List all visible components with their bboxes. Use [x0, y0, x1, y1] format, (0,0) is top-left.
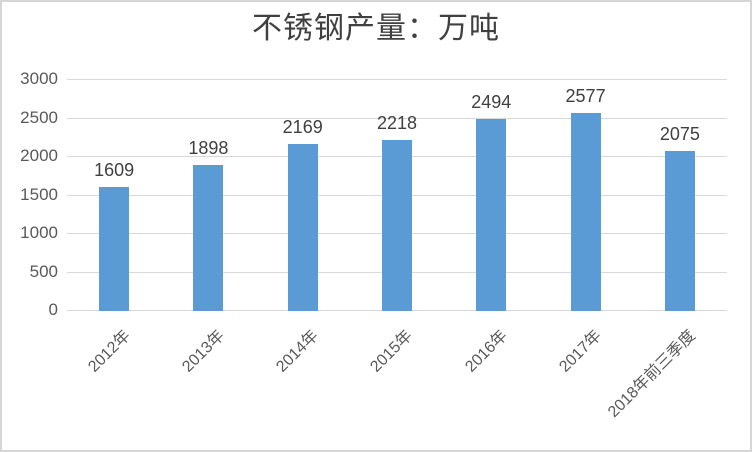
x-axis-category-label: 2017年 [556, 327, 605, 376]
bar [570, 113, 601, 311]
bar-value-label: 2577 [565, 86, 606, 106]
x-axis-category-label: 2018年前三季度 [605, 327, 700, 422]
bar [664, 151, 695, 311]
y-axis-tick-label: 0 [48, 300, 58, 319]
bar-value-label: 2218 [376, 113, 418, 133]
y-axis-tick-label: 1000 [20, 223, 58, 242]
bar-value-label: 2494 [471, 92, 512, 112]
y-axis-tick-label: 3000 [20, 69, 58, 88]
y-axis-tick-label: 2000 [20, 146, 58, 165]
x-axis-category-label: 2013年 [179, 327, 228, 376]
x-axis-category-label: 2014年 [273, 327, 322, 376]
x-axis-category-label: 2015年 [367, 327, 417, 376]
bar [476, 119, 507, 311]
y-axis-tick-label: 1500 [20, 184, 58, 204]
bar [382, 140, 412, 311]
bar-value-label: 1898 [188, 138, 229, 158]
bar-value-label: 2169 [282, 117, 323, 137]
x-axis-category-label: 2016年 [462, 327, 511, 376]
chart-title: 不锈钢产量：万吨 [252, 12, 500, 45]
bar [99, 187, 130, 311]
gridline [67, 117, 727, 119]
bar [287, 144, 318, 311]
y-axis-tick-label: 500 [29, 261, 58, 281]
bar [193, 165, 224, 311]
y-axis-tick-label: 2500 [20, 107, 58, 127]
gridline [67, 79, 727, 80]
bar-value-label: 1609 [94, 160, 135, 180]
bar-value-label: 2075 [659, 124, 700, 144]
x-axis-category-label: 2012年 [84, 327, 134, 376]
